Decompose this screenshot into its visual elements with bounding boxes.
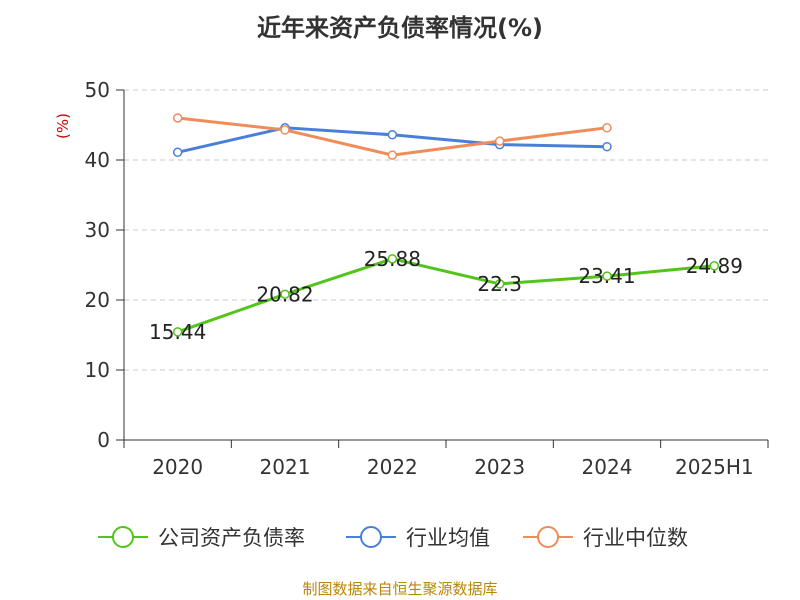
- data-point: [494, 136, 505, 146]
- data-point: [172, 147, 183, 158]
- data-point: [602, 271, 612, 281]
- legend-item: 行业中位数: [523, 526, 688, 550]
- y-tick-label: 40: [85, 148, 110, 172]
- x-tick-label: 2021: [260, 455, 311, 479]
- series: 15.44 20.82 25.88 22.3 23.41 24.89: [149, 113, 743, 344]
- data-point: [387, 130, 398, 140]
- x-tick-label: 2022: [367, 455, 418, 479]
- data-label: 23.41: [578, 264, 635, 288]
- data-point: [494, 279, 505, 289]
- legend: 公司资产负债率 行业均值 行业中位数: [98, 526, 688, 550]
- x-tick-label: 2024: [582, 455, 633, 479]
- grid-lines: [124, 89, 768, 371]
- series-industry-mean: [172, 123, 612, 158]
- legend-label: 公司资产负债率: [158, 526, 305, 550]
- data-point: [387, 254, 398, 264]
- y-tick-label: 0: [97, 428, 110, 452]
- y-tick-label: 10: [85, 358, 110, 382]
- data-point: [602, 141, 612, 152]
- series-company: 15.44 20.82 25.88 22.3 23.41 24.89: [149, 247, 743, 344]
- data-label: 25.88: [364, 247, 421, 271]
- legend-marker: [360, 526, 382, 548]
- data-point: [602, 123, 612, 133]
- data-point: [280, 289, 290, 300]
- y-tick-label: 30: [85, 218, 110, 242]
- data-point: [172, 327, 183, 337]
- data-point: [172, 113, 183, 123]
- data-label: 15.44: [149, 320, 206, 344]
- x-tick-label: 2025H1: [675, 455, 754, 479]
- x-tick-label: 2020: [152, 455, 203, 479]
- series-industry-median: [172, 113, 612, 160]
- chart-title: 近年来资产负债率情况(%): [257, 14, 543, 42]
- axes: 0 10 20 30 40 50 2020 2021 2022 2023 2024 2025H1: [85, 78, 769, 479]
- y-tick-label: 20: [85, 288, 110, 312]
- legend-label: 行业均值: [406, 526, 490, 550]
- data-point: [280, 125, 290, 135]
- series-line: [177, 257, 715, 334]
- data-label: 20.82: [256, 282, 313, 306]
- legend-marker: [537, 526, 559, 548]
- y-axis-label: (%): [54, 113, 72, 139]
- legend-marker: [112, 526, 134, 548]
- legend-item: 行业均值: [346, 526, 490, 550]
- legend-item: 公司资产负债率: [98, 526, 305, 550]
- data-label: 24.89: [686, 254, 743, 278]
- x-tick-label: 2023: [474, 455, 525, 479]
- data-point: [387, 150, 398, 160]
- source-note: 制图数据来自恒生聚源数据库: [302, 580, 498, 598]
- y-tick-label: 50: [85, 78, 110, 102]
- data-label: 22.3: [477, 272, 522, 296]
- legend-label: 行业中位数: [583, 526, 688, 550]
- data-point: [709, 261, 720, 271]
